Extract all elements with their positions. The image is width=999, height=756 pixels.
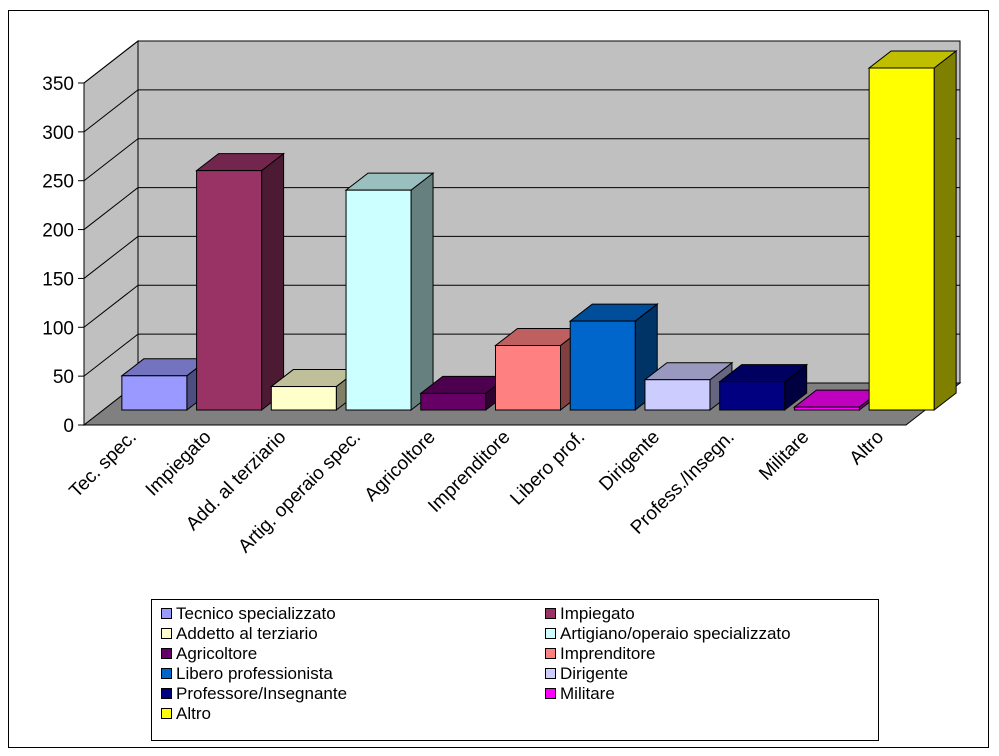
bar-side (261, 152, 285, 412)
category-label: Tec. spec. (66, 427, 141, 502)
legend-swatch (161, 648, 172, 659)
legend-label: Militare (560, 684, 615, 703)
legend-swatch (161, 708, 172, 719)
bar (196, 170, 263, 411)
bar (793, 406, 860, 411)
legend: Tecnico specializzato Impiegato Addetto al… (151, 599, 879, 741)
gridline-side (83, 284, 139, 328)
legend-label: Addetto al terziario (176, 624, 318, 643)
y-tick-label: 200 (42, 221, 74, 242)
bar (495, 345, 561, 411)
legend-label: Professore/Insegnante (176, 684, 348, 703)
bar (868, 67, 935, 411)
bar (569, 320, 636, 411)
bar (420, 392, 487, 411)
legend-label: Libero professionista (176, 664, 333, 683)
legend-label: Altro (176, 704, 211, 723)
category-label: Agricoltore (361, 427, 440, 506)
legend-swatch (545, 688, 556, 699)
y-tick-label: 250 (42, 172, 74, 193)
bar (121, 375, 188, 411)
bar (644, 379, 711, 411)
y-tick-label: 100 (42, 318, 74, 339)
side-wall (83, 39, 139, 427)
gridline-side (83, 333, 139, 377)
category-label: Artig. operaio spec. (234, 427, 365, 558)
legend-swatch (545, 628, 556, 639)
legend-swatch (161, 668, 172, 679)
y-tick-label: 300 (42, 123, 74, 144)
legend-label: Imprenditore (560, 644, 656, 663)
legend-label: Impiegato (560, 604, 635, 623)
legend-swatch (545, 608, 556, 619)
category-label: Libero prof. (506, 427, 589, 510)
legend-swatch (545, 648, 556, 659)
legend-swatch (161, 608, 172, 619)
category-label: Dirigente (595, 427, 664, 496)
gridline-side (83, 236, 139, 279)
category-label: Militare (755, 427, 813, 485)
legend-label: Tecnico specializzato (176, 604, 336, 623)
gridline-side (83, 89, 139, 133)
legend-swatch (545, 668, 556, 679)
category-label: Impiegato (142, 427, 216, 501)
y-tick-label: 50 (53, 367, 74, 388)
y-tick-label: 0 (63, 416, 74, 437)
gridline-side (83, 40, 139, 84)
gridline-side (83, 138, 139, 182)
legend-swatch (161, 628, 172, 639)
legend-label: Artigiano/operaio specializzato (560, 624, 791, 643)
bar (719, 381, 786, 411)
bar (270, 386, 337, 411)
legend-swatch (161, 688, 172, 699)
gridline-side (83, 187, 139, 230)
bar-side (410, 172, 434, 412)
y-tick-label: 350 (42, 74, 74, 95)
category-label: Altro (846, 427, 888, 469)
legend-label: Agricoltore (176, 644, 258, 663)
bar (345, 189, 412, 411)
bar-side (933, 49, 957, 412)
legend-label: Dirigente (560, 664, 629, 683)
y-tick-label: 150 (42, 269, 74, 290)
